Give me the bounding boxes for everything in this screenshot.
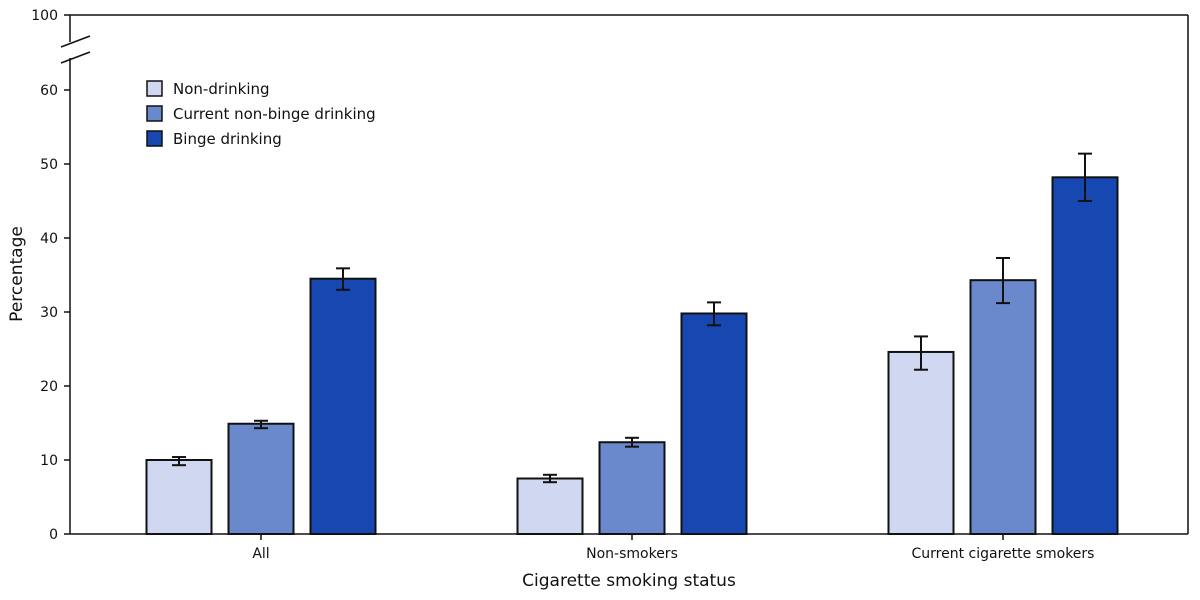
y-tick-label: 40	[40, 231, 58, 247]
bars	[145, 152, 1119, 536]
y-tick-label: 10	[40, 453, 58, 469]
legend-swatch	[146, 105, 163, 122]
bar	[598, 441, 666, 535]
legend: Non-drinking Current non-binge drinking Bi…	[146, 80, 376, 148]
bar	[516, 477, 584, 535]
bar	[887, 350, 955, 535]
x-axis-label: Cigarette smoking status	[522, 571, 736, 591]
legend-label: Binge drinking	[173, 130, 282, 148]
legend-swatch	[146, 130, 163, 147]
bar	[1051, 176, 1119, 535]
bar	[145, 459, 213, 535]
legend-swatch	[146, 80, 163, 97]
y-tick-label: 50	[40, 157, 58, 173]
bar	[227, 422, 295, 535]
x-tick-label: All	[252, 546, 269, 562]
legend-label: Current non-binge drinking	[173, 105, 376, 123]
bar	[309, 277, 377, 536]
bar	[969, 279, 1037, 535]
y-tick-label: 100	[31, 8, 58, 24]
x-tick-label: Non-smokers	[586, 546, 678, 562]
y-axis-label: Percentage	[7, 226, 27, 322]
bar	[680, 312, 748, 536]
y-tick-label: 60	[40, 83, 58, 99]
y-tick-label: 20	[40, 379, 58, 395]
y-tick-label: 30	[40, 305, 58, 321]
axis-break-mark	[60, 51, 91, 64]
y-tick-label: 0	[49, 527, 58, 543]
x-tick-label: Current cigarette smokers	[912, 546, 1095, 562]
legend-label: Non-drinking	[173, 80, 270, 98]
axis-break-mark	[60, 35, 91, 48]
